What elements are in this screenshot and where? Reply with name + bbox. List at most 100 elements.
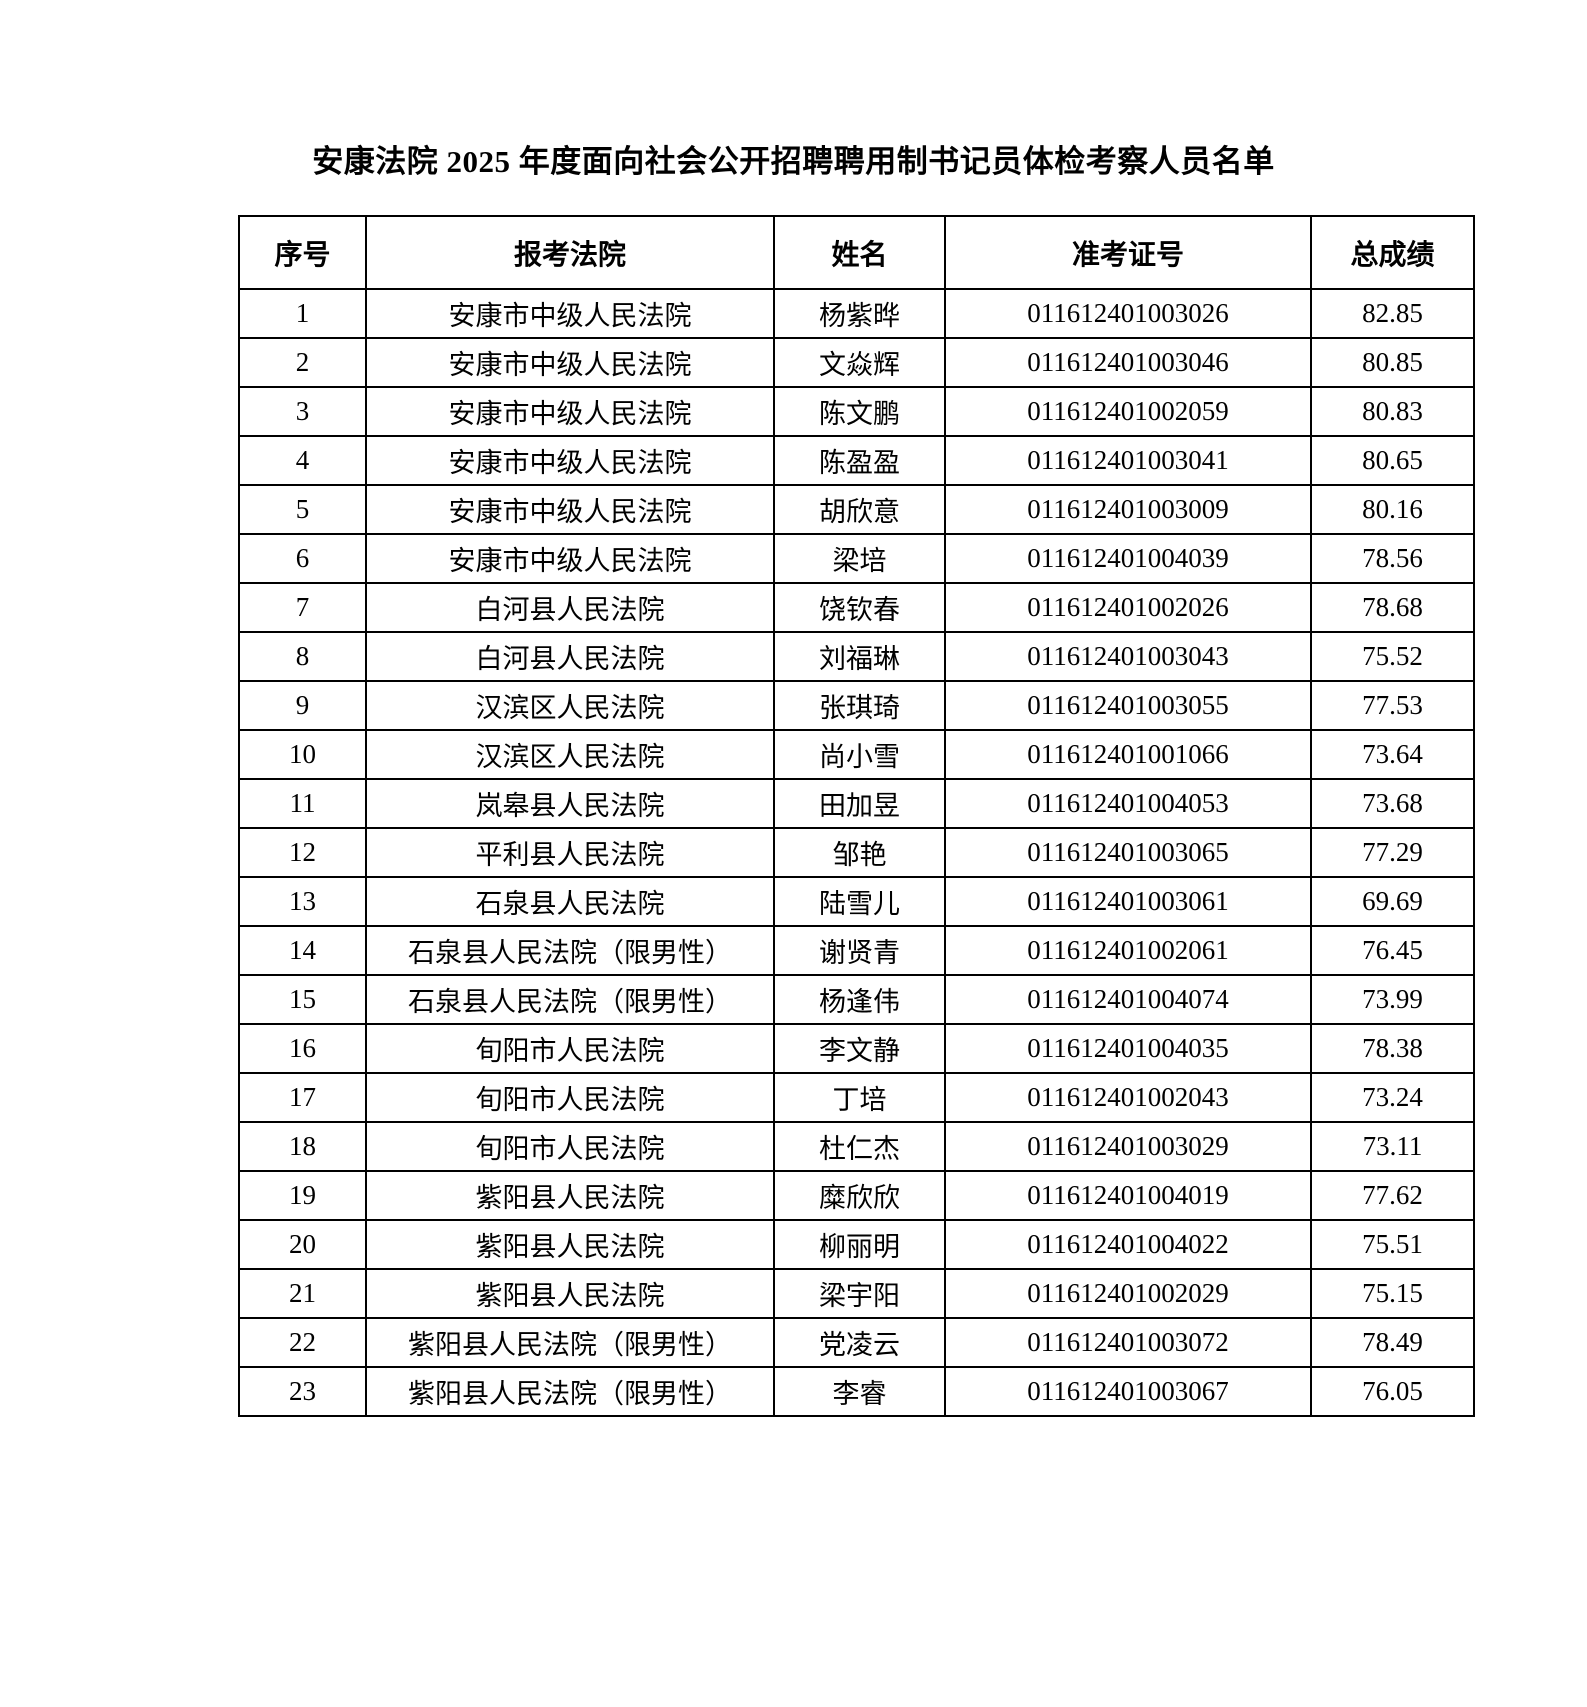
court-cell: 旬阳市人民法院: [365, 1072, 775, 1123]
document-title: 安康法院 2025 年度面向社会公开招聘聘用制书记员体检考察人员名单: [312, 144, 1275, 179]
table-row: 23 紫阳县人民法院（限男性） 李睿 011612401003067 76.05: [238, 1366, 1475, 1417]
admit-card-no-cell: 011612401003055: [944, 680, 1312, 731]
name-cell: 张琪琦: [773, 680, 946, 731]
table-row: 7 白河县人民法院 饶钦春 011612401002026 78.68: [238, 582, 1475, 633]
name-cell: 田加昱: [773, 778, 946, 829]
court-cell: 白河县人民法院: [365, 631, 775, 682]
name-cell: 糜欣欣: [773, 1170, 946, 1221]
seq-cell: 9: [238, 680, 367, 731]
seq-cell: 18: [238, 1121, 367, 1172]
table-row: 10 汉滨区人民法院 尚小雪 011612401001066 73.64: [238, 729, 1475, 780]
total-score-cell: 73.11: [1310, 1121, 1475, 1172]
court-cell: 汉滨区人民法院: [365, 729, 775, 780]
court-cell: 旬阳市人民法院: [365, 1023, 775, 1074]
seq-cell: 6: [238, 533, 367, 584]
table-row: 1 安康市中级人民法院 杨紫晔 011612401003026 82.85: [238, 288, 1475, 339]
total-score-cell: 80.83: [1310, 386, 1475, 437]
table-row: 11 岚皋县人民法院 田加昱 011612401004053 73.68: [238, 778, 1475, 829]
table-row: 4 安康市中级人民法院 陈盈盈 011612401003041 80.65: [238, 435, 1475, 486]
table-row: 12 平利县人民法院 邹艳 011612401003065 77.29: [238, 827, 1475, 878]
seq-cell: 7: [238, 582, 367, 633]
name-cell: 陈文鹏: [773, 386, 946, 437]
column-header-court: 报考法院: [365, 215, 775, 290]
table-row: 8 白河县人民法院 刘福琳 011612401003043 75.52: [238, 631, 1475, 682]
court-cell: 汉滨区人民法院: [365, 680, 775, 731]
seq-cell: 13: [238, 876, 367, 927]
seq-cell: 8: [238, 631, 367, 682]
seq-cell: 11: [238, 778, 367, 829]
total-score-cell: 76.45: [1310, 925, 1475, 976]
table-row: 6 安康市中级人民法院 梁培 011612401004039 78.56: [238, 533, 1475, 584]
court-cell: 紫阳县人民法院: [365, 1219, 775, 1270]
admit-card-no-cell: 011612401003067: [944, 1366, 1312, 1417]
name-cell: 饶钦春: [773, 582, 946, 633]
seq-cell: 19: [238, 1170, 367, 1221]
seq-cell: 4: [238, 435, 367, 486]
name-cell: 刘福琳: [773, 631, 946, 682]
seq-cell: 3: [238, 386, 367, 437]
seq-cell: 14: [238, 925, 367, 976]
admit-card-no-cell: 011612401003061: [944, 876, 1312, 927]
court-cell: 安康市中级人民法院: [365, 337, 775, 388]
court-cell: 紫阳县人民法院: [365, 1170, 775, 1221]
admit-card-no-cell: 011612401003072: [944, 1317, 1312, 1368]
total-score-cell: 80.65: [1310, 435, 1475, 486]
total-score-cell: 78.56: [1310, 533, 1475, 584]
total-score-cell: 73.64: [1310, 729, 1475, 780]
name-cell: 文焱辉: [773, 337, 946, 388]
total-score-cell: 75.15: [1310, 1268, 1475, 1319]
table-header: 序号 报考法院 姓名 准考证号 总成绩: [238, 215, 1475, 290]
name-cell: 梁宇阳: [773, 1268, 946, 1319]
admit-card-no-cell: 011612401002026: [944, 582, 1312, 633]
admit-card-no-cell: 011612401002061: [944, 925, 1312, 976]
court-cell: 岚皋县人民法院: [365, 778, 775, 829]
column-header-name: 姓名: [773, 215, 946, 290]
seq-cell: 15: [238, 974, 367, 1025]
admit-card-no-cell: 011612401004022: [944, 1219, 1312, 1270]
court-cell: 紫阳县人民法院: [365, 1268, 775, 1319]
name-cell: 邹艳: [773, 827, 946, 878]
table-row: 18 旬阳市人民法院 杜仁杰 011612401003029 73.11: [238, 1121, 1475, 1172]
court-cell: 石泉县人民法院（限男性）: [365, 925, 775, 976]
table-row: 9 汉滨区人民法院 张琪琦 011612401003055 77.53: [238, 680, 1475, 731]
admit-card-no-cell: 011612401001066: [944, 729, 1312, 780]
total-score-cell: 82.85: [1310, 288, 1475, 339]
admit-card-no-cell: 011612401003029: [944, 1121, 1312, 1172]
court-cell: 石泉县人民法院（限男性）: [365, 974, 775, 1025]
seq-cell: 2: [238, 337, 367, 388]
roster-table: 序号 报考法院 姓名 准考证号 总成绩 1 安康市中级人民法院 杨紫晔 0116…: [238, 215, 1475, 1417]
column-header-seq: 序号: [238, 215, 367, 290]
total-score-cell: 76.05: [1310, 1366, 1475, 1417]
court-cell: 平利县人民法院: [365, 827, 775, 878]
name-cell: 李睿: [773, 1366, 946, 1417]
table-row: 22 紫阳县人民法院（限男性） 党凌云 011612401003072 78.4…: [238, 1317, 1475, 1368]
court-cell: 石泉县人民法院: [365, 876, 775, 927]
admit-card-no-cell: 011612401004035: [944, 1023, 1312, 1074]
admit-card-no-cell: 011612401003065: [944, 827, 1312, 878]
admit-card-no-cell: 011612401002059: [944, 386, 1312, 437]
header-row: 序号 报考法院 姓名 准考证号 总成绩: [238, 215, 1475, 290]
table-row: 5 安康市中级人民法院 胡欣意 011612401003009 80.16: [238, 484, 1475, 535]
court-cell: 安康市中级人民法院: [365, 435, 775, 486]
admit-card-no-cell: 011612401004053: [944, 778, 1312, 829]
table-row: 3 安康市中级人民法院 陈文鹏 011612401002059 80.83: [238, 386, 1475, 437]
court-cell: 安康市中级人民法院: [365, 484, 775, 535]
total-score-cell: 78.49: [1310, 1317, 1475, 1368]
name-cell: 谢贤青: [773, 925, 946, 976]
name-cell: 李文静: [773, 1023, 946, 1074]
table-row: 21 紫阳县人民法院 梁宇阳 011612401002029 75.15: [238, 1268, 1475, 1319]
court-cell: 紫阳县人民法院（限男性）: [365, 1317, 775, 1368]
table-row: 19 紫阳县人民法院 糜欣欣 011612401004019 77.62: [238, 1170, 1475, 1221]
admit-card-no-cell: 011612401003041: [944, 435, 1312, 486]
table-row: 13 石泉县人民法院 陆雪儿 011612401003061 69.69: [238, 876, 1475, 927]
seq-cell: 20: [238, 1219, 367, 1270]
seq-cell: 1: [238, 288, 367, 339]
name-cell: 梁培: [773, 533, 946, 584]
seq-cell: 23: [238, 1366, 367, 1417]
court-cell: 安康市中级人民法院: [365, 533, 775, 584]
name-cell: 胡欣意: [773, 484, 946, 535]
total-score-cell: 78.68: [1310, 582, 1475, 633]
total-score-cell: 69.69: [1310, 876, 1475, 927]
total-score-cell: 77.29: [1310, 827, 1475, 878]
court-cell: 旬阳市人民法院: [365, 1121, 775, 1172]
